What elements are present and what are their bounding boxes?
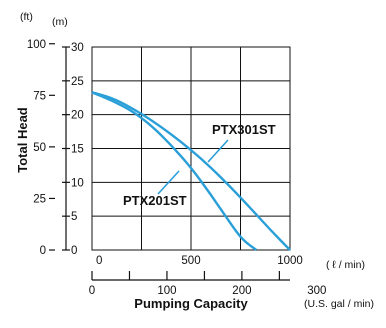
y-tick-label-m-20: 20 [71, 110, 84, 122]
y-tick-label-m-10: 10 [71, 177, 84, 189]
y-tick-label-m-5: 5 [71, 211, 77, 223]
y-tick-label-ft-0: 0 [40, 245, 46, 257]
y-tick-label-ft-75: 75 [33, 90, 46, 102]
x-tick-label-500: 500 [181, 255, 200, 267]
x-unit-lpm: ( ℓ / min) [326, 259, 365, 271]
x-unit-gpm: (U.S. gal / min) [304, 298, 374, 310]
x-tick-label-gpm-300: 300 [307, 285, 326, 297]
pointer-ptx201st [157, 170, 180, 195]
y-tick-label-m-0: 0 [71, 245, 77, 257]
y-tick-label-ft-100: 100 [27, 39, 46, 51]
x-tick-label-gpm-100: 100 [157, 285, 176, 297]
y-tick-label-ft-50: 50 [33, 142, 46, 154]
x-axis-title: Pumping Capacity [134, 296, 248, 311]
y-tick-label-m-15: 15 [71, 144, 84, 156]
x-tick-label-gpm-0: 0 [89, 285, 95, 297]
series-line-ptx301st [91, 91, 291, 251]
series-label-ptx301st: PTX301ST [212, 122, 276, 137]
y-tick-label-ft-25: 25 [33, 193, 46, 205]
x-tick-label-0: 0 [96, 255, 102, 267]
series-line-ptx201st [91, 91, 258, 251]
y-tick-label-m-30: 30 [71, 42, 84, 54]
x-tick-label-gpm-200: 200 [232, 285, 251, 297]
chart-labels: (ft) (m) ( ℓ / min) (U.S. gal / min) Tot… [15, 11, 374, 311]
series-label-ptx201st: PTX201ST [123, 193, 187, 208]
x-tick-label-1000: 1000 [277, 255, 303, 267]
y-tick-label-m-25: 25 [71, 76, 84, 88]
y-axis-title: Total Head [15, 107, 30, 173]
chart-series [91, 91, 291, 251]
pointer-ptx301st [207, 139, 229, 163]
y-unit-meters: (m) [52, 16, 68, 28]
y-unit-feet: (ft) [20, 11, 33, 23]
